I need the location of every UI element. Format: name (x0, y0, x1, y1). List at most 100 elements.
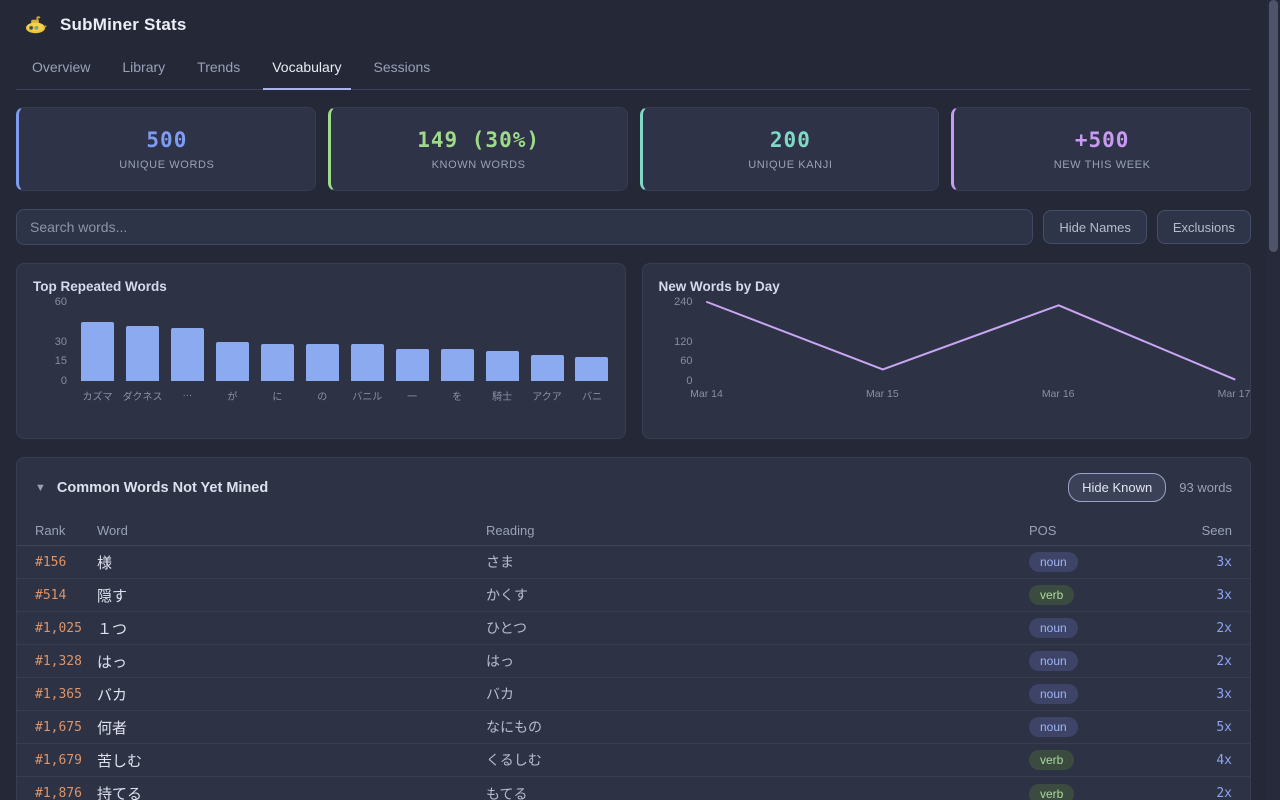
line-plot-area (707, 302, 1235, 381)
bar (81, 321, 114, 381)
page-title: SubMiner Stats (60, 15, 187, 34)
table-row: #1,365 バカ バカ noun 3x (17, 678, 1250, 711)
line-chart: 0 60 120 240 Mar 14 Mar 15 Mar 16 Mar 17 (659, 296, 1250, 422)
stat-label: UNIQUE WORDS (119, 158, 215, 171)
x-axis-labels: カズマ ダクネス … が に の バニル 一 を 騎士 アクア バニ (81, 388, 609, 403)
stat-value: 500 (146, 127, 188, 152)
reading-cell: ひとつ (486, 620, 528, 636)
y-axis-tick: 240 (674, 296, 693, 308)
x-axis-label: に (272, 392, 283, 403)
tab-sessions[interactable]: Sessions (373, 59, 431, 75)
table-row: #514 隠す かくす verb 3x (17, 579, 1250, 612)
stat-card: 200 UNIQUE KANJI (639, 107, 940, 191)
word-cell: バカ (97, 686, 128, 704)
pos-cell: verb (1029, 750, 1172, 770)
bar (485, 350, 519, 381)
rank-cell: #1,876 (35, 786, 82, 800)
search-input[interactable] (16, 209, 1034, 245)
pos-cell: verb (1029, 585, 1172, 605)
stats-row: 500 UNIQUE WORDS 149 (30%) KNOWN WORDS 200 UN… (16, 107, 1251, 191)
pos-cell: noun (1029, 618, 1172, 638)
stat-label: NEW THIS WEEK (1053, 158, 1151, 171)
tab-vocabulary[interactable]: Vocabulary (263, 51, 351, 90)
bar (170, 328, 204, 381)
word-cell: 様 (97, 554, 113, 572)
rank-cell: #156 (35, 554, 67, 570)
reading-cell: なにもの (486, 719, 542, 735)
submarine-icon (24, 15, 47, 35)
bar (530, 354, 564, 381)
pos-cell: noun (1029, 651, 1172, 671)
pos-badge: noun (1029, 552, 1078, 572)
tab-trends[interactable]: Trends (197, 59, 241, 75)
y-axis-tick: 15 (54, 355, 67, 368)
stat-value: 200 (769, 127, 811, 152)
scrollbar-thumb[interactable] (1269, 0, 1278, 252)
word-count: 93 words (1179, 480, 1232, 495)
x-axis-label: が (227, 392, 238, 403)
chart-title: Top Repeated Words (33, 279, 167, 294)
pos-cell: noun (1029, 684, 1172, 704)
reading-cell: さま (486, 554, 514, 570)
x-axis-label: を (452, 392, 463, 403)
y-axis-tick: 0 (60, 375, 67, 387)
exclusions-button[interactable]: Exclusions (1156, 210, 1251, 244)
pos-badge: verb (1029, 750, 1075, 770)
common-words-panel: ▼ Common Words Not Yet Mined Hide Known … (16, 457, 1251, 800)
column-header-rank: Rank (35, 523, 66, 538)
y-axis-tick: 60 (54, 296, 67, 308)
nav-tabs: Overview Library Trends Vocabulary Sessions (16, 51, 1251, 90)
stat-card: 149 (30%) KNOWN WORDS (327, 107, 628, 191)
chart-title: New Words by Day (658, 279, 780, 294)
x-axis-label: カズマ (82, 392, 113, 403)
table-row: #1,876 持てる もてる verb 2x (17, 777, 1250, 800)
column-header-word: Word (97, 523, 128, 538)
rank-cell: #1,675 (35, 719, 82, 735)
rank-cell: #1,365 (35, 686, 82, 702)
seen-cell: 5x (1216, 719, 1232, 735)
seen-cell: 3x (1216, 686, 1232, 702)
column-header-seen: Seen (1201, 523, 1232, 538)
table-title: Common Words Not Yet Mined (56, 479, 269, 496)
rank-cell: #1,328 (35, 653, 82, 669)
pos-cell: verb (1029, 783, 1172, 800)
x-axis-label: Mar 17 (1217, 388, 1251, 400)
x-axis-label: 一 (407, 392, 418, 403)
rank-cell: #1,679 (35, 752, 82, 768)
column-header-pos: POS (1029, 523, 1057, 538)
x-axis-label: ダクネス (122, 392, 163, 403)
search-row: Hide Names Exclusions (16, 209, 1251, 245)
pos-badge: verb (1029, 783, 1075, 800)
x-axis-label: バニル (352, 392, 383, 403)
stat-card: +500 NEW THIS WEEK (951, 107, 1251, 191)
reading-cell: くるしむ (486, 752, 542, 768)
bar (260, 344, 294, 381)
pos-badge: noun (1029, 651, 1078, 671)
bar (575, 357, 609, 381)
x-axis-label: Mar 16 (1041, 388, 1075, 400)
bar-plot-area (81, 302, 609, 381)
rank-cell: #514 (35, 587, 67, 603)
table-column-headers: Rank Word Reading POS Seen (17, 516, 1250, 546)
vertical-scrollbar[interactable] (1267, 0, 1280, 800)
x-axis-label: … (182, 388, 193, 399)
stat-label: KNOWN WORDS (431, 158, 526, 171)
top-repeated-words-panel: Top Repeated Words 0 15 30 60 カズマ ダクネス … が に の バニル… (16, 263, 626, 439)
x-axis-label: バニ (581, 392, 602, 403)
stat-label: UNIQUE KANJI (748, 158, 833, 171)
x-axis-label: Mar 14 (690, 388, 723, 400)
hide-names-button[interactable]: Hide Names (1043, 210, 1147, 244)
bar-chart: 0 15 30 60 カズマ ダクネス … が に の バニル 一 を 騎士 アクア バニ (33, 296, 609, 422)
reading-cell: かくす (486, 587, 528, 603)
y-axis: 0 15 30 60 (33, 296, 73, 387)
table-row: #1,328 はっ はっ noun 2x (17, 645, 1250, 678)
bars (81, 302, 609, 381)
tab-library[interactable]: Library (122, 59, 166, 75)
tab-overview[interactable]: Overview (32, 59, 91, 75)
y-axis-tick: 0 (686, 375, 693, 387)
stat-value: +500 (1074, 127, 1130, 152)
y-axis-tick: 120 (674, 335, 693, 348)
hide-known-button[interactable]: Hide Known (1068, 473, 1167, 502)
collapse-triangle-icon[interactable]: ▼ (35, 481, 46, 494)
word-cell: 隠す (97, 587, 128, 605)
